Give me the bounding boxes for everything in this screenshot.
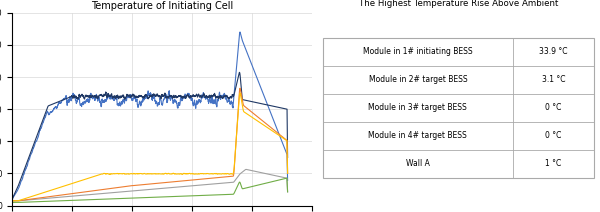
Heater — [284, 156, 291, 159]
Text: 0 °C: 0 °C — [545, 131, 562, 140]
Vent — [8, 202, 16, 205]
Adjacent 3# cell — [283, 177, 290, 179]
Surface of 2# cell — [226, 175, 233, 178]
Adjacent 3# cell — [22, 201, 29, 203]
Text: Module in 2# target BESS: Module in 2# target BESS — [368, 75, 467, 84]
Adjacent 3# cell — [284, 191, 291, 193]
Adjacent 3# cell — [135, 197, 142, 199]
Heater — [226, 97, 233, 99]
Surface of 2# cell beside heater — [236, 31, 244, 33]
Text: Module in 4# target BESS: Module in 4# target BESS — [368, 131, 467, 140]
Line: Adjacent 3# cell: Adjacent 3# cell — [12, 178, 287, 204]
Text: Module in 3# target BESS: Module in 3# target BESS — [368, 103, 467, 112]
Vent — [135, 172, 142, 175]
Surface of 2# cell beside heater — [276, 135, 283, 137]
Adjacent 1# cell — [22, 199, 29, 201]
Heater — [236, 71, 243, 74]
Surface of 2# cell — [276, 133, 283, 136]
Text: 3.1 °C: 3.1 °C — [542, 75, 565, 84]
Vent — [22, 197, 29, 199]
Adjacent 1# cell — [8, 202, 16, 205]
Adjacent 1# cell — [284, 191, 291, 193]
Adjacent 3# cell — [8, 203, 16, 205]
Surface of 2# cell beside heater — [142, 97, 149, 99]
Vent — [276, 135, 283, 137]
Surface of 2# cell — [142, 183, 149, 186]
Heater — [276, 106, 283, 109]
Line: Adjacent 1# cell: Adjacent 1# cell — [12, 169, 287, 203]
Heater — [276, 106, 283, 109]
Vent — [276, 134, 283, 137]
Text: 0 °C: 0 °C — [545, 103, 562, 112]
Adjacent 3# cell — [142, 196, 149, 199]
Surface of 2# cell beside heater — [284, 179, 291, 182]
Adjacent 1# cell — [276, 175, 283, 178]
Surface of 2# cell — [8, 202, 16, 205]
Surface of 2# cell beside heater — [22, 167, 29, 170]
Text: Wall A: Wall A — [406, 159, 430, 168]
Surface of 2# cell beside heater — [226, 98, 233, 101]
Vent — [142, 173, 149, 175]
Adjacent 1# cell — [242, 168, 250, 171]
Surface of 2# cell — [284, 172, 291, 174]
Heater — [142, 94, 149, 97]
Text: 33.9 °C: 33.9 °C — [539, 47, 568, 56]
Heater — [22, 164, 29, 166]
Surface of 2# cell beside heater — [8, 201, 16, 204]
Adjacent 1# cell — [142, 188, 149, 191]
Vent — [236, 92, 244, 94]
Adjacent 1# cell — [226, 181, 233, 184]
Surface of 2# cell — [236, 87, 244, 89]
Heater — [8, 201, 16, 204]
Bar — [323, 38, 594, 178]
Text: 1 °C: 1 °C — [545, 159, 562, 168]
Line: Surface of 2# cell: Surface of 2# cell — [12, 88, 287, 203]
Line: Surface of 2# cell beside heater: Surface of 2# cell beside heater — [12, 32, 287, 202]
Adjacent 1# cell — [135, 189, 142, 192]
Title: Temperature of Initiating Cell: Temperature of Initiating Cell — [91, 1, 233, 11]
Adjacent 3# cell — [226, 193, 233, 196]
Surface of 2# cell — [22, 198, 29, 201]
Adjacent 1# cell — [276, 175, 283, 178]
Adjacent 3# cell — [276, 179, 283, 181]
Surface of 2# cell beside heater — [135, 103, 142, 106]
Heater — [135, 95, 142, 97]
Line: Vent: Vent — [12, 93, 287, 203]
Surface of 2# cell beside heater — [276, 134, 283, 137]
Line: Heater: Heater — [12, 72, 287, 202]
Title: The Highest Temperature Rise Above Ambient: The Highest Temperature Rise Above Ambie… — [359, 0, 558, 8]
Surface of 2# cell — [135, 184, 142, 186]
Adjacent 3# cell — [276, 179, 283, 181]
Surface of 2# cell — [276, 133, 283, 136]
Text: Module in 1# initiating BESS: Module in 1# initiating BESS — [363, 47, 473, 56]
Vent — [226, 173, 233, 175]
Vent — [284, 172, 291, 174]
